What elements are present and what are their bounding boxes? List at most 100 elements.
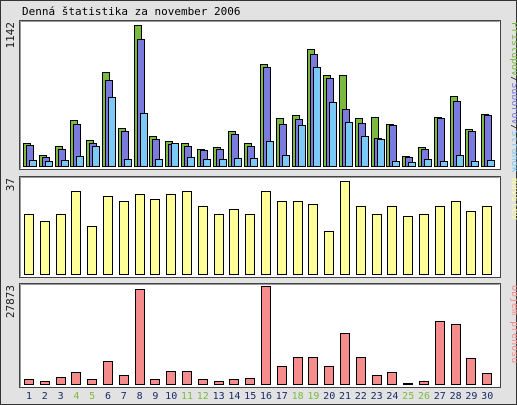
bar-visits — [119, 201, 129, 275]
bar-pages — [171, 143, 179, 167]
bar-kbytes — [198, 379, 208, 385]
bar-visits — [261, 191, 271, 275]
bar-pages — [298, 125, 306, 167]
bar-kbytes — [119, 375, 129, 385]
bar-visits — [245, 214, 255, 275]
bar-files — [484, 115, 492, 167]
bar-kbytes — [387, 372, 397, 385]
bar-visits — [466, 211, 476, 275]
x-tick-label: 26 — [418, 391, 430, 402]
bar-pages — [234, 158, 242, 167]
panel-legend: Objem prenosu — [509, 285, 517, 363]
bar-files — [389, 125, 397, 167]
bar-pages — [392, 161, 400, 167]
bar-visits — [135, 194, 145, 275]
bar-visits — [56, 214, 66, 275]
bar-pages — [92, 146, 100, 167]
x-tick-label: 20 — [323, 391, 335, 402]
x-tick-label: 16 — [260, 391, 272, 402]
bar-pages — [266, 141, 274, 167]
bar-kbytes — [435, 321, 445, 385]
x-tick-label: 29 — [465, 391, 477, 402]
bar-pages — [313, 67, 321, 167]
bar-pages — [361, 136, 369, 167]
bar-pages — [61, 160, 69, 167]
bar-kbytes — [24, 379, 34, 385]
bar-visits — [214, 214, 224, 275]
bar-pages — [124, 159, 132, 167]
bar-kbytes — [214, 381, 224, 385]
bar-visits — [182, 191, 192, 275]
bar-pages — [187, 157, 195, 167]
legend-entry: / — [509, 76, 517, 82]
x-tick-label: 25 — [402, 391, 414, 402]
panel-frame — [19, 283, 501, 388]
bar-pages — [140, 113, 148, 167]
bar-kbytes — [166, 371, 176, 385]
bar-visits — [308, 204, 318, 275]
bar-visits — [24, 214, 34, 275]
x-tick-label: 3 — [58, 391, 64, 402]
panel-max-label: 27873 — [4, 285, 17, 318]
bar-kbytes — [466, 358, 476, 385]
bar-pages — [424, 159, 432, 167]
bar-pages — [329, 102, 337, 167]
panel-max-label: 1142 — [4, 22, 17, 49]
legend-entry: Súborov — [509, 82, 517, 124]
x-tick-label: 1 — [26, 391, 32, 402]
x-tick-label: 19 — [307, 391, 319, 402]
bar-visits — [71, 191, 81, 275]
x-tick-label: 9 — [152, 391, 158, 402]
bar-kbytes — [324, 366, 334, 385]
bar-pages — [108, 97, 116, 167]
x-tick-label: 7 — [121, 391, 127, 402]
bar-pages — [408, 162, 416, 167]
bar-files — [437, 118, 445, 167]
x-tick-label: 2 — [42, 391, 48, 402]
x-tick-label: 22 — [355, 391, 367, 402]
panel-legend: Prístupov/Súborov/Stránok — [509, 22, 517, 173]
bar-kbytes — [340, 333, 350, 385]
bar-kbytes — [135, 289, 145, 385]
x-tick-label: 30 — [481, 391, 493, 402]
bar-visits — [150, 199, 160, 275]
legend-entry: / — [509, 124, 517, 130]
x-tick-label: 21 — [339, 391, 351, 402]
x-tick-label: 15 — [244, 391, 256, 402]
panel-legend: Návštev — [509, 178, 517, 220]
bar-pages — [76, 156, 84, 167]
bar-kbytes — [182, 371, 192, 385]
bar-kbytes — [229, 379, 239, 385]
bar-kbytes — [482, 373, 492, 385]
bar-visits — [451, 201, 461, 275]
chart-title: Denná štatistika za november 2006 — [22, 5, 241, 18]
bar-visits — [198, 206, 208, 275]
bar-kbytes — [403, 383, 413, 385]
x-tick-label: 23 — [371, 391, 383, 402]
bar-visits — [40, 221, 50, 275]
bar-visits — [387, 206, 397, 275]
panel-bottom: 27873 Objem prenosu — [4, 283, 517, 388]
x-tick-label: 5 — [89, 391, 95, 402]
bar-visits — [229, 209, 239, 275]
legend-entry: Objem prenosu — [509, 285, 517, 363]
panel-top: 1142 Prístupov/Súborov/Stránok — [4, 20, 517, 173]
bar-visits — [356, 206, 366, 275]
x-tick-label: 27 — [434, 391, 446, 402]
bar-visits — [403, 216, 413, 275]
panel-middle: 37 Návštev — [4, 176, 517, 278]
bar-kbytes — [419, 381, 429, 385]
legend-entry: Návštev — [509, 178, 517, 220]
x-tick-label: 10 — [165, 391, 177, 402]
legend-entry: Prístupov — [509, 22, 517, 76]
bar-visits — [419, 214, 429, 275]
bar-pages — [203, 159, 211, 167]
bar-visits — [293, 201, 303, 275]
x-tick-label: 18 — [292, 391, 304, 402]
x-tick-label: 11 — [181, 391, 193, 402]
bar-kbytes — [451, 324, 461, 385]
bar-pages — [282, 155, 290, 167]
bar-pages — [487, 160, 495, 167]
bar-kbytes — [356, 357, 366, 385]
